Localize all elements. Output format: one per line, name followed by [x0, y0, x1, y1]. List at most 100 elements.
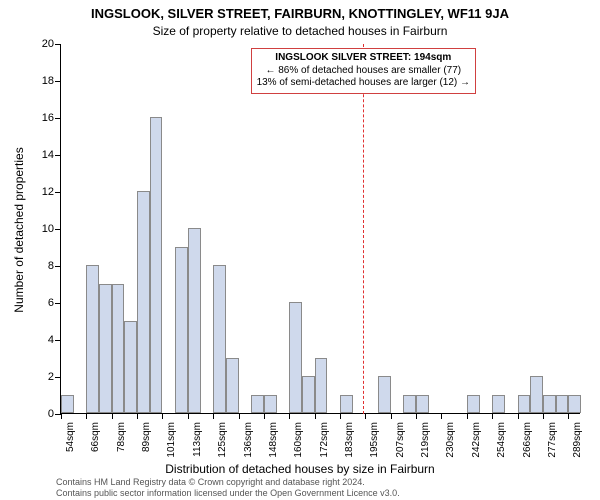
x-tick-label: 78sqm	[116, 422, 127, 452]
y-tick-label: 12	[24, 186, 54, 198]
histogram-bar	[99, 284, 112, 414]
annotation-line: INGSLOOK SILVER STREET: 194sqm	[257, 52, 470, 65]
histogram-bar	[340, 395, 353, 414]
x-tick-label: 148sqm	[268, 422, 279, 458]
histogram-bar	[188, 228, 201, 413]
x-tick-label: 266sqm	[522, 422, 533, 458]
x-tick	[289, 413, 290, 419]
x-tick	[86, 413, 87, 419]
y-tick-label: 6	[24, 297, 54, 309]
x-tick	[518, 413, 519, 419]
histogram-bar	[213, 265, 226, 413]
histogram-bar	[530, 376, 543, 413]
x-tick	[391, 413, 392, 419]
y-tick-label: 8	[24, 260, 54, 272]
x-tick	[568, 413, 569, 419]
annotation-line: ← 86% of detached houses are smaller (77…	[257, 65, 470, 78]
x-tick-label: 125sqm	[217, 422, 228, 458]
x-tick-label: 136sqm	[243, 422, 254, 458]
x-axis-label: Distribution of detached houses by size …	[0, 462, 600, 476]
x-tick	[416, 413, 417, 419]
chart-title-sub: Size of property relative to detached ho…	[0, 24, 600, 38]
x-tick	[365, 413, 366, 419]
x-tick-label: 172sqm	[319, 422, 330, 458]
histogram-bar	[467, 395, 480, 414]
x-tick-label: 289sqm	[572, 422, 583, 458]
footer-attribution: Contains HM Land Registry data © Crown c…	[56, 477, 400, 498]
x-tick-label: 242sqm	[471, 422, 482, 458]
x-tick	[188, 413, 189, 419]
x-tick	[61, 413, 62, 419]
x-tick-label: 277sqm	[547, 422, 558, 458]
x-tick-label: 66sqm	[90, 422, 101, 452]
x-tick-label: 254sqm	[496, 422, 507, 458]
annotation-line: 13% of semi-detached houses are larger (…	[257, 77, 470, 90]
chart-area: 54sqm66sqm78sqm89sqm101sqm113sqm125sqm13…	[60, 44, 580, 414]
x-tick	[264, 413, 265, 419]
histogram-bar	[61, 395, 74, 414]
footer-line-2: Contains public sector information licen…	[56, 488, 400, 498]
y-tick	[55, 118, 61, 119]
x-tick	[162, 413, 163, 419]
histogram-bar	[518, 395, 531, 414]
x-tick	[467, 413, 468, 419]
histogram-bar	[251, 395, 264, 414]
annotation-box: INGSLOOK SILVER STREET: 194sqm← 86% of d…	[251, 48, 476, 94]
chart-container: INGSLOOK, SILVER STREET, FAIRBURN, KNOTT…	[0, 0, 600, 500]
histogram-bar	[226, 358, 239, 414]
x-tick-label: 113sqm	[192, 422, 203, 457]
chart-title-main: INGSLOOK, SILVER STREET, FAIRBURN, KNOTT…	[0, 6, 600, 21]
y-tick	[55, 266, 61, 267]
x-tick-label: 54sqm	[65, 422, 76, 452]
x-tick-label: 219sqm	[420, 422, 431, 458]
histogram-bar	[175, 247, 188, 414]
histogram-bar	[264, 395, 277, 414]
reference-line	[363, 44, 364, 414]
y-tick	[55, 192, 61, 193]
y-tick-label: 16	[24, 112, 54, 124]
histogram-bar	[556, 395, 569, 414]
y-tick	[55, 229, 61, 230]
x-tick-label: 101sqm	[166, 422, 177, 458]
histogram-bar	[315, 358, 328, 414]
x-tick	[315, 413, 316, 419]
y-tick	[55, 155, 61, 156]
y-tick	[55, 340, 61, 341]
histogram-bar	[568, 395, 581, 414]
y-tick-label: 10	[24, 223, 54, 235]
x-tick-label: 230sqm	[445, 422, 456, 458]
y-tick-label: 2	[24, 371, 54, 383]
plot-region: 54sqm66sqm78sqm89sqm101sqm113sqm125sqm13…	[60, 44, 580, 414]
y-tick-label: 20	[24, 38, 54, 50]
x-tick-label: 207sqm	[395, 422, 406, 458]
histogram-bar	[112, 284, 125, 414]
x-tick	[441, 413, 442, 419]
histogram-bar	[289, 302, 302, 413]
histogram-bar	[378, 376, 391, 413]
histogram-bar	[302, 376, 315, 413]
y-tick-label: 0	[24, 408, 54, 420]
y-tick-label: 14	[24, 149, 54, 161]
x-tick-label: 89sqm	[141, 422, 152, 452]
x-tick	[239, 413, 240, 419]
histogram-bar	[137, 191, 150, 413]
y-tick	[55, 44, 61, 45]
histogram-bar	[403, 395, 416, 414]
histogram-bar	[416, 395, 429, 414]
y-tick-label: 18	[24, 75, 54, 87]
x-tick	[213, 413, 214, 419]
histogram-bar	[124, 321, 137, 414]
x-tick-label: 183sqm	[344, 422, 355, 458]
x-tick-label: 160sqm	[293, 422, 304, 458]
histogram-bar	[86, 265, 99, 413]
x-tick	[137, 413, 138, 419]
footer-line-1: Contains HM Land Registry data © Crown c…	[56, 477, 400, 487]
x-tick	[543, 413, 544, 419]
x-tick	[492, 413, 493, 419]
x-tick	[112, 413, 113, 419]
x-tick-label: 195sqm	[369, 422, 380, 458]
histogram-bar	[543, 395, 556, 414]
y-tick-label: 4	[24, 334, 54, 346]
y-tick	[55, 81, 61, 82]
histogram-bar	[150, 117, 163, 413]
